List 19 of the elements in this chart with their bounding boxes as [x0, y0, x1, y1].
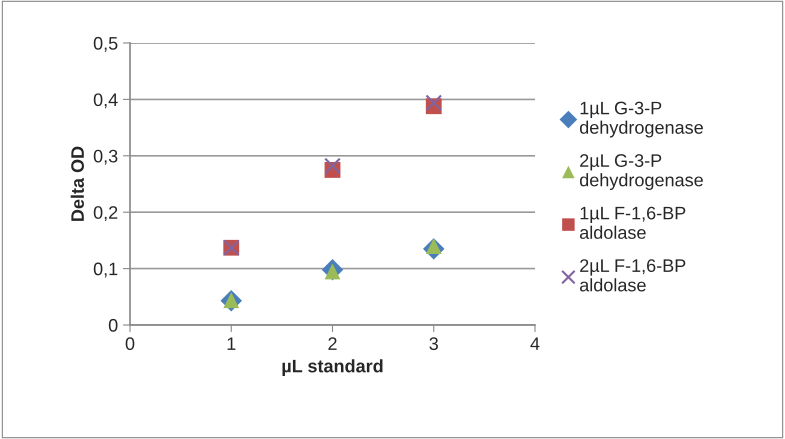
x-tick-label: 1 — [228, 337, 236, 350]
x-axis-title: µL standard — [282, 359, 383, 376]
y-tick-label: 0,3 — [94, 150, 118, 165]
y-axis-title: Delta OD — [70, 146, 84, 221]
y-tick-label: 0 — [108, 318, 118, 332]
x-tick-label: 0 — [126, 337, 134, 350]
legend-label: 2µL F-1,6-BP aldolase — [580, 259, 686, 292]
legend-label: 2µL G-3-P dehydrogenase — [580, 154, 703, 190]
x-tick-label: 2 — [328, 337, 337, 350]
point — [425, 94, 442, 112]
x-tick-label: 4 — [530, 337, 540, 350]
point — [324, 158, 341, 174]
legend-label: 1µL F-1,6-BP aldolase — [580, 206, 686, 239]
y-tick-label: 0,4 — [94, 93, 118, 108]
x-tick-label: 3 — [429, 337, 438, 350]
legend-label: 1µL G-3-P dehydrogenase — [580, 102, 703, 138]
y-tick-label: 0,2 — [94, 206, 118, 222]
y-tick-label: 0,1 — [94, 262, 118, 278]
y-tick-label: 0,5 — [94, 36, 118, 52]
